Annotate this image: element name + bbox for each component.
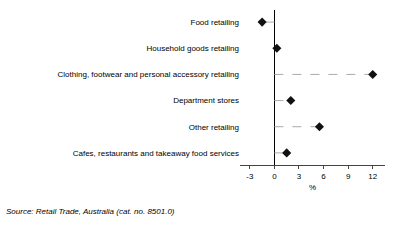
svg-text:0: 0 bbox=[272, 172, 277, 181]
svg-text:-3: -3 bbox=[246, 172, 254, 181]
svg-text:Department stores: Department stores bbox=[173, 96, 239, 105]
svg-text:6: 6 bbox=[321, 172, 326, 181]
svg-text:12: 12 bbox=[368, 172, 377, 181]
svg-text:Other retailing: Other retailing bbox=[189, 123, 239, 132]
svg-text:%: % bbox=[309, 183, 316, 192]
svg-text:Household goods retailing: Household goods retailing bbox=[146, 44, 239, 53]
svg-text:9: 9 bbox=[346, 172, 351, 181]
svg-text:Source: Retail Trade, Australi: Source: Retail Trade, Australia (cat. no… bbox=[6, 207, 175, 216]
svg-text:Cafes, restaurants and takeawa: Cafes, restaurants and takeaway food ser… bbox=[73, 149, 239, 158]
svg-text:Food retailing: Food retailing bbox=[191, 18, 239, 27]
svg-text:3: 3 bbox=[297, 172, 302, 181]
svg-text:Clothing, footwear and persona: Clothing, footwear and personal accessor… bbox=[58, 70, 239, 79]
